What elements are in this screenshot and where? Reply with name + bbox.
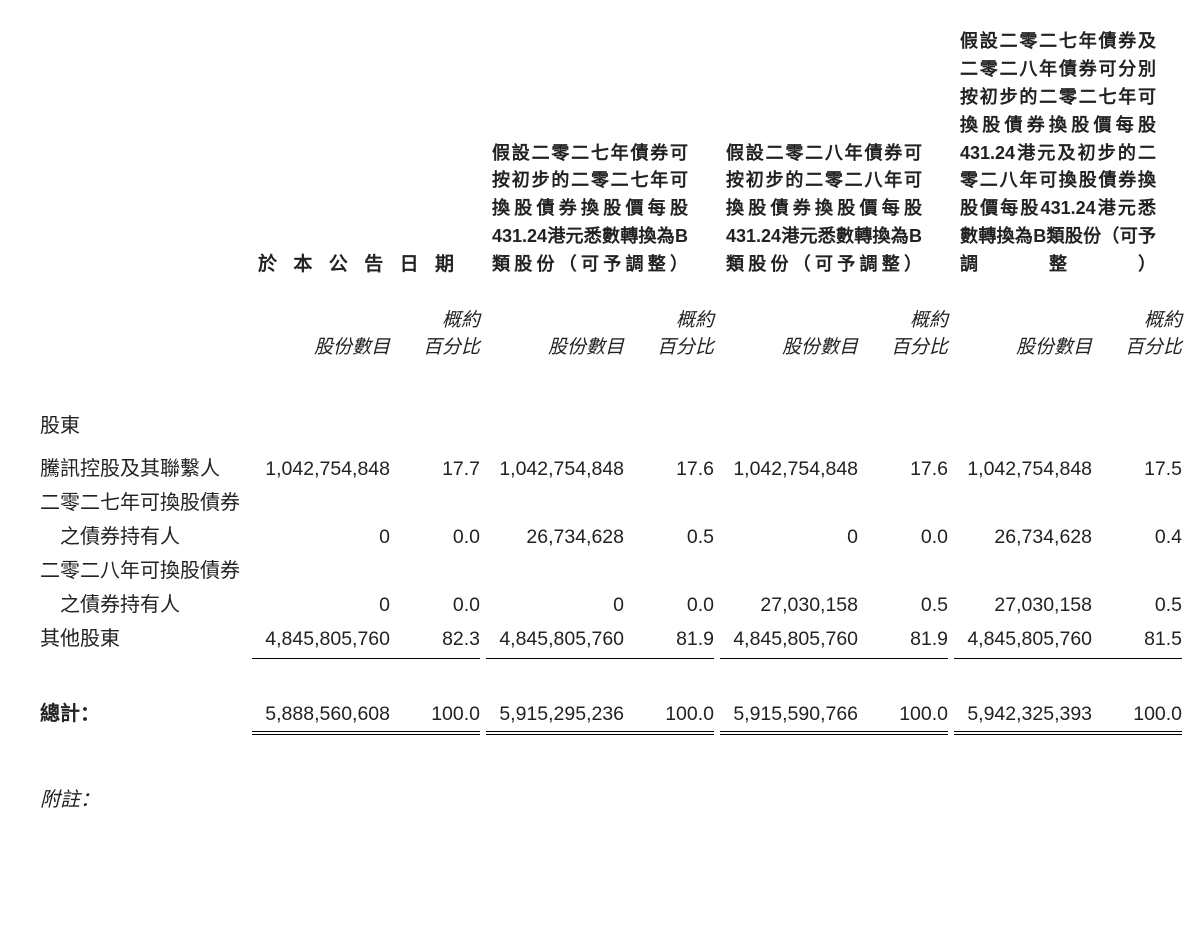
cell-pct: 81.9 bbox=[868, 622, 948, 656]
cell-shares: 4,845,805,760 bbox=[486, 622, 634, 656]
group-header-2: 假設二零二七年債券可按初步的二零二七年可換股債券換股價每股431.24港元悉數轉… bbox=[486, 28, 714, 283]
cell-pct: 81.5 bbox=[1102, 622, 1182, 656]
cell-shares: 27,030,158 bbox=[954, 554, 1102, 622]
total-pct-4: 100.0 bbox=[1102, 687, 1182, 731]
subheader-pct-3: 概約 百分比 bbox=[868, 283, 948, 365]
cell-shares: 0 bbox=[252, 554, 400, 622]
cell-shares: 27,030,158 bbox=[720, 554, 868, 622]
subheader-pct-4: 概約 百分比 bbox=[1102, 283, 1182, 365]
subheader-pct-2: 概約 百分比 bbox=[634, 283, 714, 365]
cell-pct: 0.5 bbox=[1102, 554, 1182, 622]
section-heading: 股東 bbox=[40, 365, 1182, 452]
row-label: 二零二八年可換股債券 之債券持有人 bbox=[40, 554, 252, 622]
row-label: 其他股東 bbox=[40, 622, 252, 656]
total-shares-2: 5,915,295,236 bbox=[486, 687, 634, 731]
total-double-rule-2 bbox=[40, 734, 1182, 735]
footnote-label: 附註： bbox=[40, 783, 1163, 812]
cell-shares: 1,042,754,848 bbox=[252, 452, 400, 486]
cell-pct: 0.0 bbox=[868, 486, 948, 554]
cell-shares: 1,042,754,848 bbox=[720, 452, 868, 486]
cell-pct: 0.5 bbox=[868, 554, 948, 622]
subheader-shares-1: 股份數目 bbox=[252, 283, 400, 365]
cell-shares: 1,042,754,848 bbox=[954, 452, 1102, 486]
cell-shares: 0 bbox=[486, 554, 634, 622]
row-label: 二零二七年可換股債券 之債券持有人 bbox=[40, 486, 252, 554]
cell-pct: 82.3 bbox=[400, 622, 480, 656]
subheader-shares-2: 股份數目 bbox=[486, 283, 634, 365]
total-row: 總計： 5,888,560,608 100.0 5,915,295,236 10… bbox=[40, 687, 1182, 731]
table-row: 其他股東4,845,805,76082.34,845,805,76081.94,… bbox=[40, 622, 1182, 656]
total-shares-4: 5,942,325,393 bbox=[954, 687, 1102, 731]
cell-pct: 81.9 bbox=[634, 622, 714, 656]
cell-pct: 0.0 bbox=[400, 486, 480, 554]
cell-shares: 0 bbox=[720, 486, 868, 554]
group-header-3: 假設二零二八年債券可按初步的二零二八年可換股債券換股價每股431.24港元悉數轉… bbox=[720, 28, 948, 283]
total-shares-3: 5,915,590,766 bbox=[720, 687, 868, 731]
group-header-4: 假設二零二七年債券及二零二八年債券可分別按初步的二零二七年可換股債券換股價每股4… bbox=[954, 28, 1182, 283]
table-row: 二零二八年可換股債券 之債券持有人00.000.027,030,1580.527… bbox=[40, 554, 1182, 622]
subheader-shares-3: 股份數目 bbox=[720, 283, 868, 365]
total-pct-2: 100.0 bbox=[634, 687, 714, 731]
total-shares-1: 5,888,560,608 bbox=[252, 687, 400, 731]
shareholding-table: 於本公告日期 假設二零二七年債券可按初步的二零二七年可換股債券換股價每股431.… bbox=[40, 28, 1182, 735]
cell-shares: 26,734,628 bbox=[954, 486, 1102, 554]
cell-pct: 17.6 bbox=[868, 452, 948, 486]
section-heading-row: 股東 bbox=[40, 365, 1182, 452]
cell-shares: 4,845,805,760 bbox=[252, 622, 400, 656]
cell-pct: 0.5 bbox=[634, 486, 714, 554]
total-pct-1: 100.0 bbox=[400, 687, 480, 731]
cell-pct: 0.4 bbox=[1102, 486, 1182, 554]
cell-shares: 1,042,754,848 bbox=[486, 452, 634, 486]
subheader-shares-4: 股份數目 bbox=[954, 283, 1102, 365]
cell-pct: 17.6 bbox=[634, 452, 714, 486]
total-pct-3: 100.0 bbox=[868, 687, 948, 731]
table-row: 二零二七年可換股債券 之債券持有人00.026,734,6280.500.026… bbox=[40, 486, 1182, 554]
total-label: 總計： bbox=[40, 687, 252, 731]
cell-pct: 17.7 bbox=[400, 452, 480, 486]
cell-shares: 4,845,805,760 bbox=[954, 622, 1102, 656]
table-row: 騰訊控股及其聯繫人1,042,754,84817.71,042,754,8481… bbox=[40, 452, 1182, 486]
group-header-1: 於本公告日期 bbox=[258, 250, 454, 279]
subheader-pct-1: 概約 百分比 bbox=[400, 283, 480, 365]
cell-shares: 4,845,805,760 bbox=[720, 622, 868, 656]
group-header-row: 於本公告日期 假設二零二七年債券可按初步的二零二七年可換股債券換股價每股431.… bbox=[40, 28, 1182, 283]
cell-pct: 17.5 bbox=[1102, 452, 1182, 486]
cell-pct: 0.0 bbox=[634, 554, 714, 622]
cell-shares: 0 bbox=[252, 486, 400, 554]
cell-shares: 26,734,628 bbox=[486, 486, 634, 554]
cell-pct: 0.0 bbox=[400, 554, 480, 622]
page-content: 於本公告日期 假設二零二七年債券可按初步的二零二七年可換股債券換股價每股431.… bbox=[0, 0, 1199, 840]
row-label: 騰訊控股及其聯繫人 bbox=[40, 452, 252, 486]
subheader-row: 股份數目 概約 百分比 股份數目 概約 百分比 股份數目 概約 百分比 股份數目… bbox=[40, 283, 1182, 365]
